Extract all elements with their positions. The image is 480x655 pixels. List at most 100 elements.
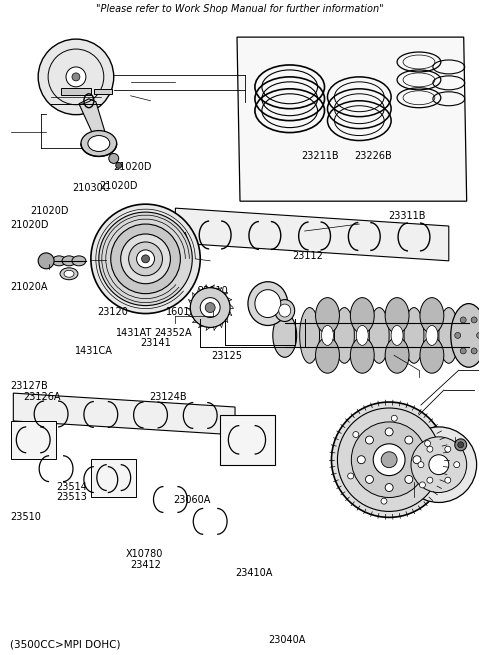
Text: 21020D: 21020D <box>99 181 138 191</box>
Circle shape <box>427 446 433 452</box>
Ellipse shape <box>60 268 78 280</box>
Circle shape <box>425 440 431 447</box>
Text: "Please refer to Work Shop Manual for further information": "Please refer to Work Shop Manual for fu… <box>96 4 384 14</box>
Ellipse shape <box>315 297 339 333</box>
Circle shape <box>391 415 397 421</box>
Circle shape <box>351 422 427 498</box>
Ellipse shape <box>391 326 403 345</box>
Ellipse shape <box>72 256 86 266</box>
Circle shape <box>348 473 354 479</box>
Polygon shape <box>13 393 235 435</box>
Circle shape <box>385 428 393 436</box>
Bar <box>61 88 91 95</box>
Text: 23110: 23110 <box>197 286 228 295</box>
Text: 24352A: 24352A <box>154 328 192 338</box>
Circle shape <box>471 317 477 323</box>
Text: 21030A: 21030A <box>152 232 189 242</box>
Circle shape <box>116 162 122 168</box>
Bar <box>12 421 56 458</box>
Circle shape <box>429 455 449 475</box>
Text: 23141: 23141 <box>140 338 170 348</box>
Text: (3500CC>MPI DOHC): (3500CC>MPI DOHC) <box>10 639 120 649</box>
Ellipse shape <box>385 297 409 333</box>
Ellipse shape <box>426 326 438 345</box>
Text: 21030C: 21030C <box>72 183 109 193</box>
Ellipse shape <box>279 304 291 317</box>
Ellipse shape <box>350 297 374 333</box>
Text: 23060A: 23060A <box>173 495 211 506</box>
Circle shape <box>385 483 393 491</box>
Text: 23127B: 23127B <box>10 381 48 392</box>
Circle shape <box>413 456 421 464</box>
Ellipse shape <box>88 136 110 151</box>
Ellipse shape <box>300 308 320 364</box>
Circle shape <box>190 288 230 328</box>
Text: 21020D: 21020D <box>30 206 69 215</box>
Circle shape <box>365 436 373 444</box>
Circle shape <box>411 437 467 493</box>
Text: 21020D: 21020D <box>10 221 48 231</box>
Circle shape <box>91 204 200 314</box>
Circle shape <box>66 67 86 87</box>
Circle shape <box>200 297 220 318</box>
Text: 23124B: 23124B <box>149 392 187 402</box>
Circle shape <box>460 317 466 323</box>
Polygon shape <box>51 84 101 103</box>
Ellipse shape <box>420 337 444 373</box>
Circle shape <box>471 348 477 354</box>
Ellipse shape <box>81 130 117 157</box>
Circle shape <box>455 439 467 451</box>
Text: 23040A: 23040A <box>269 635 306 645</box>
Circle shape <box>38 39 114 115</box>
Ellipse shape <box>273 314 297 357</box>
Circle shape <box>373 444 405 476</box>
Circle shape <box>420 482 425 488</box>
Circle shape <box>99 212 192 306</box>
Circle shape <box>427 477 433 483</box>
Circle shape <box>381 498 387 504</box>
Circle shape <box>332 402 447 517</box>
Circle shape <box>401 427 477 502</box>
Ellipse shape <box>369 308 389 364</box>
Circle shape <box>454 462 460 468</box>
Text: 23120: 23120 <box>97 307 128 317</box>
Ellipse shape <box>350 337 374 373</box>
Bar <box>220 415 275 464</box>
Circle shape <box>405 476 413 483</box>
Bar <box>285 324 468 347</box>
Ellipse shape <box>275 299 295 322</box>
Ellipse shape <box>255 290 281 318</box>
Bar <box>91 458 136 496</box>
Bar <box>94 89 112 94</box>
Ellipse shape <box>52 256 66 266</box>
Circle shape <box>445 477 451 483</box>
Text: 1601DG: 1601DG <box>166 307 205 317</box>
Circle shape <box>38 253 54 269</box>
Circle shape <box>142 255 150 263</box>
Text: 23211B: 23211B <box>301 151 339 161</box>
Circle shape <box>460 348 466 354</box>
Text: 23514: 23514 <box>56 482 87 493</box>
Circle shape <box>381 452 397 468</box>
Text: 23112: 23112 <box>292 251 324 261</box>
Circle shape <box>111 224 180 293</box>
Circle shape <box>365 476 373 483</box>
Text: 23412: 23412 <box>130 561 161 571</box>
Ellipse shape <box>322 326 334 345</box>
Circle shape <box>129 242 162 276</box>
Text: X10780: X10780 <box>125 550 163 559</box>
Polygon shape <box>237 37 467 201</box>
Ellipse shape <box>248 282 288 326</box>
Polygon shape <box>175 208 449 261</box>
Ellipse shape <box>356 326 368 345</box>
Circle shape <box>418 462 424 468</box>
Text: 23510: 23510 <box>10 512 41 521</box>
Circle shape <box>109 153 119 163</box>
Circle shape <box>353 432 359 438</box>
Text: 21020A: 21020A <box>10 282 48 292</box>
Text: 23126A: 23126A <box>23 392 60 402</box>
Ellipse shape <box>385 337 409 373</box>
Text: 23311B: 23311B <box>388 211 425 221</box>
Ellipse shape <box>451 304 480 367</box>
Circle shape <box>405 436 413 444</box>
